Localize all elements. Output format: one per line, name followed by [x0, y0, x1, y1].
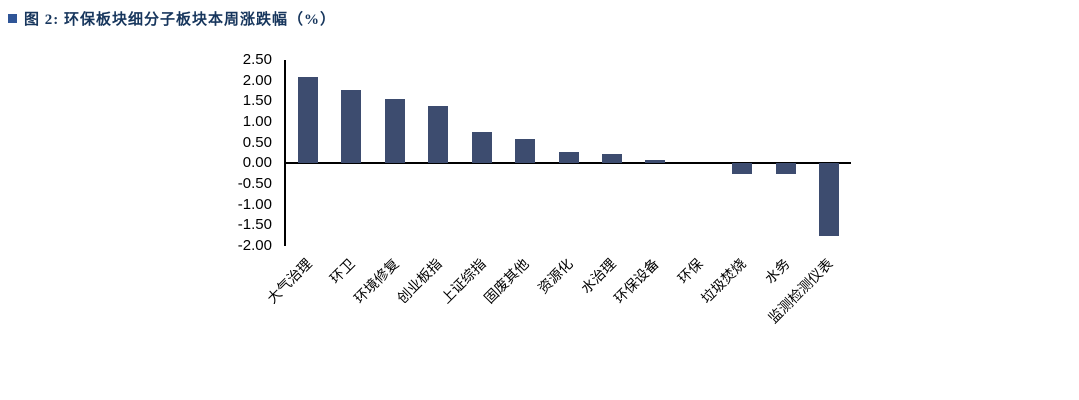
bar [384, 99, 405, 164]
y-tick-label: 0.00 [242, 154, 272, 172]
y-tick-label: -2.00 [237, 237, 272, 254]
y-tick-label: 1.50 [242, 92, 272, 110]
bar [732, 163, 753, 174]
bar [515, 138, 536, 164]
y-tick-label: 0.50 [242, 133, 272, 151]
bar [297, 76, 318, 164]
y-tick-label: -1.00 [237, 195, 272, 213]
figure-header: 图 2: 环保板块细分子板块本周涨跌幅（%） [8, 8, 336, 29]
bar [819, 163, 840, 236]
bar [645, 160, 666, 164]
bar [775, 163, 796, 174]
bar [558, 151, 579, 164]
bar [341, 89, 362, 164]
bullet-marker-icon [8, 14, 17, 23]
zero-axis-line [286, 162, 851, 165]
y-tick-label: 2.00 [242, 71, 272, 89]
bar [601, 153, 622, 164]
y-tick-label: -0.50 [237, 175, 272, 192]
bar [471, 132, 492, 164]
y-tick-label: 2.50 [242, 51, 272, 68]
figure-title: 图 2: 环保板块细分子板块本周涨跌幅（%） [24, 12, 336, 28]
plot-area [284, 60, 851, 246]
bar [428, 106, 449, 164]
y-tick-label: 1.00 [242, 113, 272, 130]
y-tick-label: -1.50 [237, 216, 272, 234]
bar-chart: 2.50 2.00 1.50 1.00 0.50 0.00 -0.50 -1.00 -1.50 -… [212, 48, 912, 378]
